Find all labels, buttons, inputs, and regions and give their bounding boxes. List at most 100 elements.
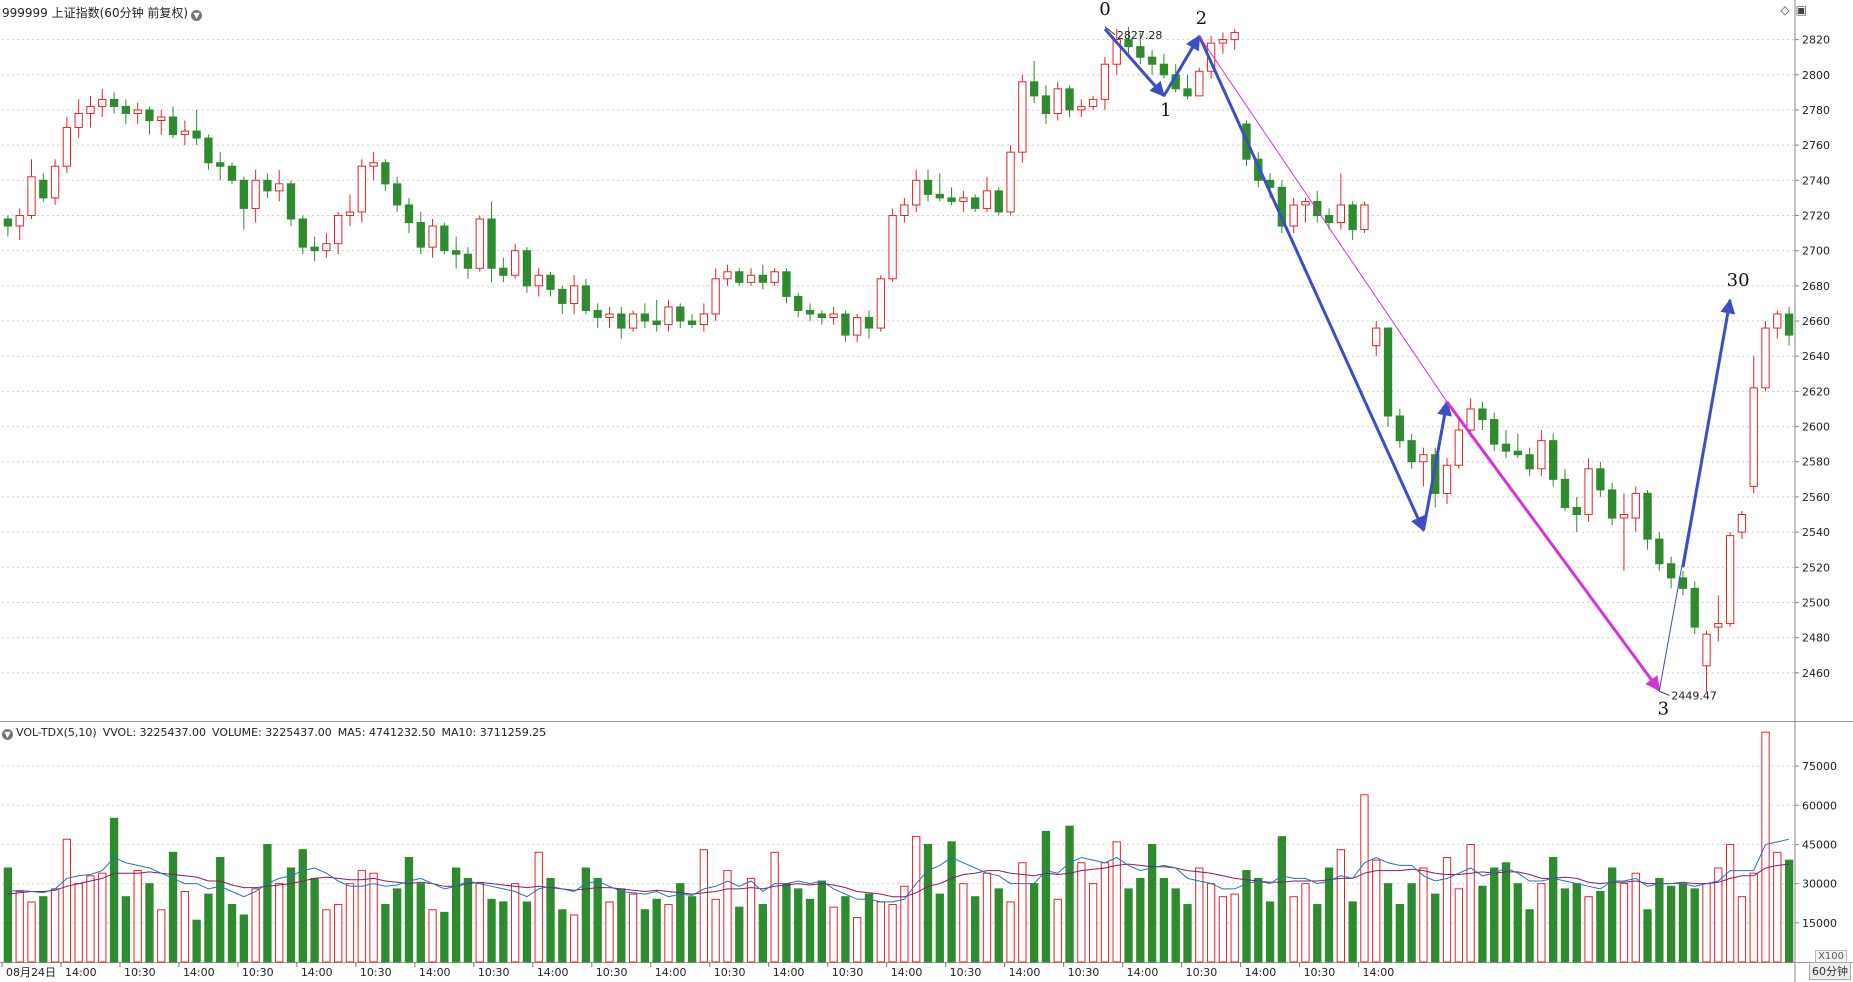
candle [157,109,166,135]
volume-bar-up [369,872,378,963]
candle-body-down [593,309,602,319]
volume-bar-down [522,901,532,963]
candle [876,275,885,332]
candle-body-up [1737,514,1747,533]
candle [322,233,331,258]
candle-body-down [640,313,650,322]
volume-bar-up [1206,883,1216,963]
candle-body-up [628,313,638,329]
volume-bar-up [133,870,142,963]
wave-line [1162,34,1201,97]
candle-body-down [451,250,461,255]
volume-bar-down [758,904,768,963]
candle-body-up [1077,105,1086,111]
candle-body-down [1666,563,1676,579]
volume-bar-down [1147,843,1157,963]
candle [522,247,532,293]
candle-body-up [1100,63,1110,100]
candle [15,208,24,241]
candle [1478,401,1487,431]
candle-body-down [463,253,473,269]
candle-body-up [50,165,60,199]
candle-body-up [1218,39,1228,44]
volume-bar-up [1088,883,1098,963]
diamond-icon[interactable]: ◇ [1780,3,1790,17]
volume-bar-up [1442,857,1452,963]
candle-body-up [369,162,378,167]
volume-bar-down [1608,867,1617,963]
volume-bar-up [322,909,331,963]
volume-bar-down [1065,825,1074,963]
window-icon[interactable]: ▣ [1795,3,1807,17]
volume-bar-up [888,904,897,963]
price-marker-label: 2827.28 [1117,29,1163,42]
candle [782,268,791,304]
candle [74,99,83,139]
candle-body-down [310,246,319,252]
chevron-down-icon[interactable]: ▼ [191,10,203,21]
candle-body-down [1324,214,1334,224]
volume-bar-down [1407,883,1416,963]
volume-bar-down [416,883,425,963]
time-tick-label: 14:00 [65,966,97,979]
volume-bar-up [1702,883,1711,963]
volume-bar-up [345,883,355,963]
candle [1631,486,1640,533]
wave-label: 30 [1727,270,1750,291]
chart-header: 999999 上证指数(60分钟 前复权) ▼ [2,4,203,21]
candle [1077,99,1086,117]
chevron-down-icon[interactable]: ▼ [2,729,13,740]
candle [1761,321,1770,392]
candle-body-down [1348,204,1357,231]
volume-bar-down [652,898,661,963]
candle [463,247,473,279]
volume-bar-up [334,904,343,963]
candle-body-down [1596,468,1605,491]
candle-body-up [723,271,732,280]
volume-bar-down [1678,883,1688,963]
volume-bar-up [1006,901,1015,963]
price-chart[interactable]: 2460 2480 2500 2520 2540 2560 2580 2600 2620 2640… [0,0,1853,722]
candle [357,159,366,223]
candle [1525,447,1534,476]
volume-bar-up [251,888,260,963]
period-selector[interactable]: 60分钟 [1809,962,1851,980]
candle [416,211,425,255]
price-tick-label: 2480 [1802,632,1830,645]
candle-body-down [1501,443,1511,452]
volume-bar-up [1584,896,1593,963]
candle-body-down [1407,440,1416,463]
price-tick-label: 2680 [1802,280,1830,293]
volume-chart[interactable]: 15000 30000 45000 60000 75000 08月24日 14:00 10:3… [0,722,1853,982]
volume-bar-up [27,901,36,963]
candle [239,176,248,230]
volume-bar-down [109,817,119,963]
candle-body-up [982,190,992,209]
volume-bar-up [829,906,838,963]
window-controls: ◇ ▣ [1774,3,1807,17]
candle [192,109,201,146]
volume-bar-down [1277,836,1287,963]
candle-body-up [1584,468,1593,516]
candle [204,134,213,170]
candle-body-up [912,179,921,206]
volume-bar-up [1018,862,1027,963]
volume-bar-up [475,883,484,963]
candle-body-down [381,162,390,185]
candle [499,257,508,283]
candle [1313,190,1322,223]
candle [534,268,543,297]
candle [1336,173,1346,230]
volume-bar-up [1218,896,1228,963]
volume-bar-down [935,893,944,963]
candle [888,208,897,283]
volume-bar-up [1714,867,1723,963]
price-tick-label: 2780 [1802,104,1830,117]
candle [699,303,709,332]
candle [227,162,237,184]
candle-body-down [1159,63,1169,76]
candle [381,159,390,191]
candle [1666,556,1676,589]
volume-bar-down [239,914,248,963]
price-tick-label: 2660 [1802,315,1830,328]
